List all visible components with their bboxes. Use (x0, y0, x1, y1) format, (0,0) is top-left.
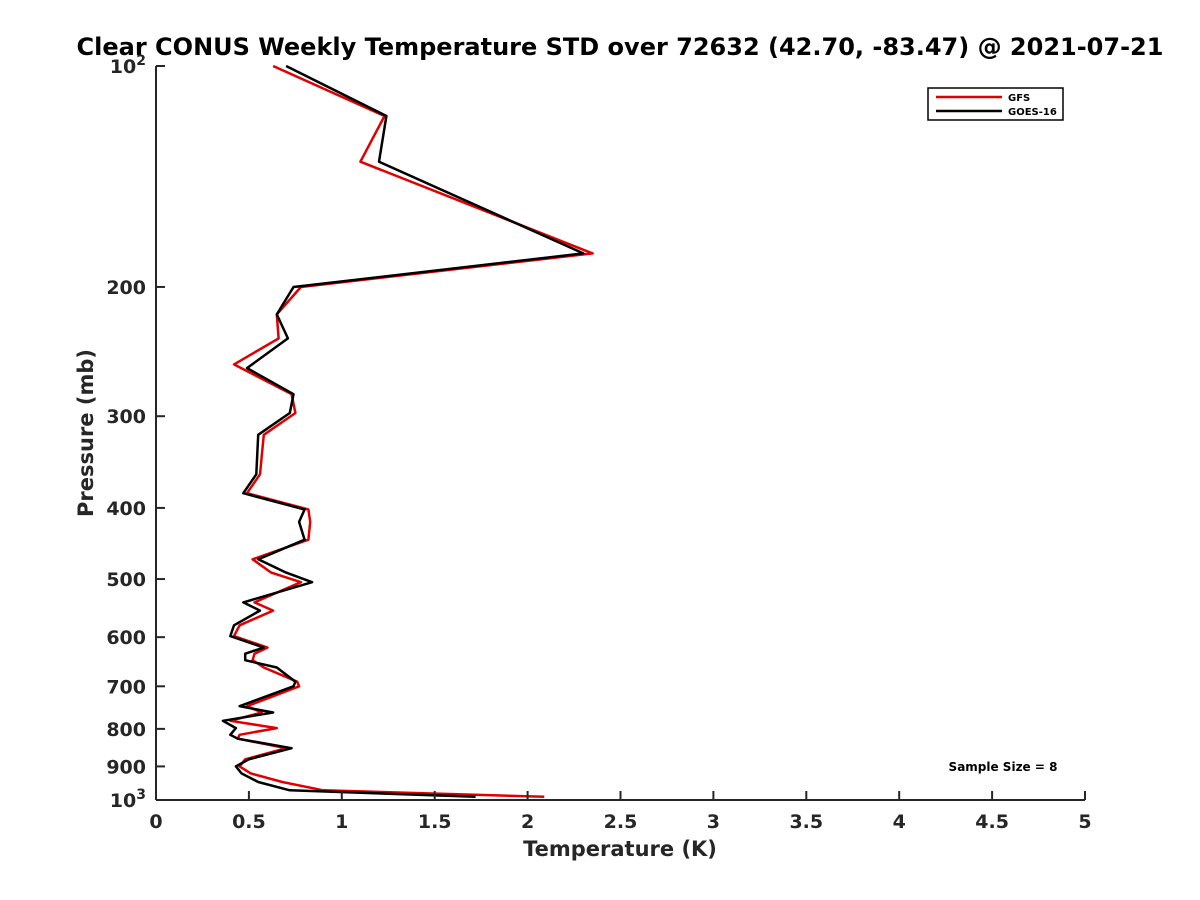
legend-label: GFS (1008, 93, 1030, 104)
x-tick-label: 2 (521, 811, 534, 833)
x-tick-label: 1 (335, 811, 348, 833)
y-tick-label: 200 (106, 277, 146, 299)
x-tick-label: 3.5 (789, 811, 823, 833)
y-tick-label: 102 (110, 53, 146, 78)
y-tick-label: 500 (106, 569, 146, 591)
plot-area (221, 64, 594, 799)
y-tick-label: 600 (106, 627, 146, 649)
y-tick-label: 400 (106, 498, 146, 520)
x-tick-label: 1.5 (418, 811, 452, 833)
sample-size-annotation: Sample Size = 8 (949, 760, 1058, 774)
y-tick-label: 300 (106, 406, 146, 428)
x-tick-label: 2.5 (604, 811, 638, 833)
y-axis-label: Pressure (mb) (74, 349, 98, 517)
y-tick-label: 900 (106, 756, 146, 778)
series-line-goes-16 (221, 64, 585, 799)
x-tick-label: 3 (707, 811, 720, 833)
y-tick-label: 700 (106, 676, 146, 698)
y-tick-label: 800 (106, 719, 146, 741)
x-tick-label: 0.5 (232, 811, 266, 833)
x-tick-label: 5 (1078, 811, 1091, 833)
y-tick-label: 103 (110, 787, 146, 812)
chart-title: Clear CONUS Weekly Temperature STD over … (77, 33, 1164, 61)
x-tick-label: 4 (893, 811, 906, 833)
legend-box (927, 87, 1064, 121)
x-tick-label: 4.5 (975, 811, 1009, 833)
x-tick-label: 0 (149, 811, 162, 833)
legend-label: GOES-16 (1008, 107, 1057, 118)
axes: 0 0.5 1 1.5 2 2.5 3 3.5 4 4.5 5 102 200 300 400 500 600 7… (106, 53, 1091, 833)
x-axis-label: Temperature (K) (523, 837, 717, 861)
legend: GFS GOES-16 (927, 87, 1064, 121)
